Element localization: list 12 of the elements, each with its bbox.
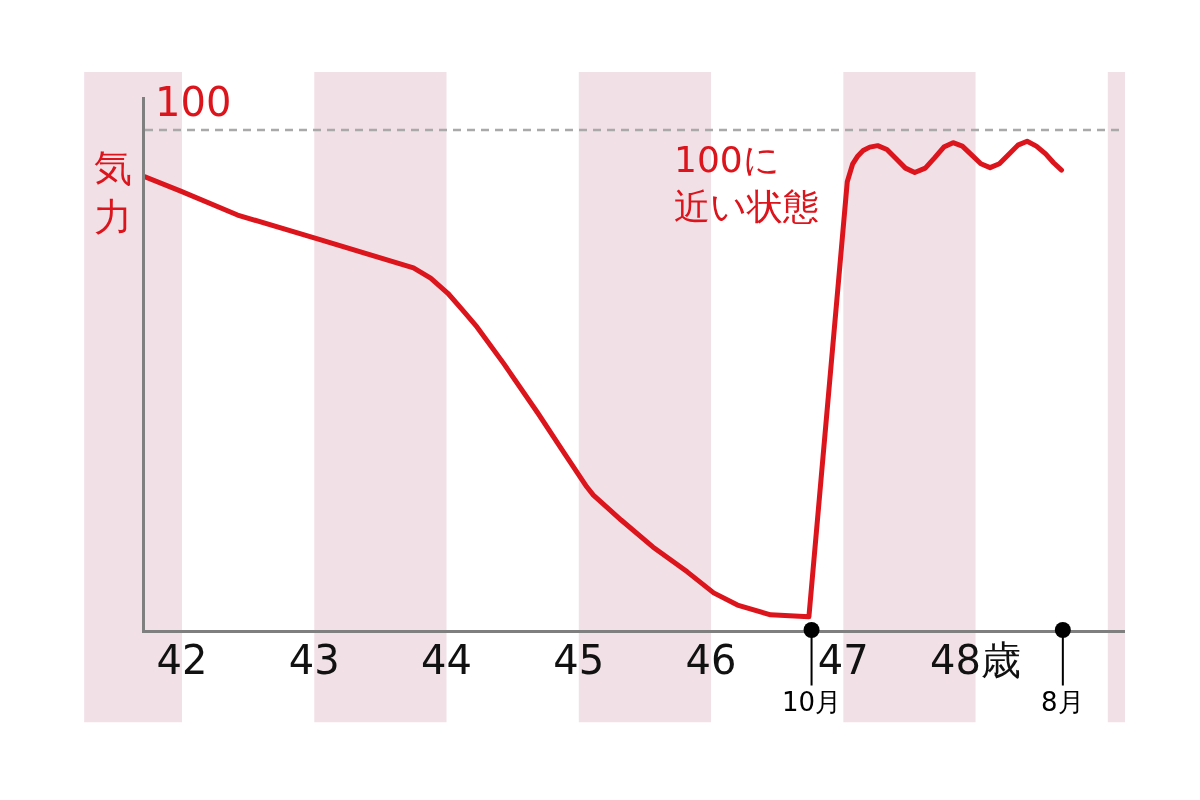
x-tick-label: 44: [421, 637, 472, 683]
annotation: 10月: [782, 687, 842, 717]
x-tick-label: 45: [553, 637, 605, 683]
x-tick-label: 42: [156, 637, 208, 683]
annotation: 8月: [1041, 687, 1084, 717]
x-tick-label: 48歳: [930, 637, 1021, 683]
x-tick-label: 47: [817, 637, 869, 683]
annotation: 100に近い状態: [674, 139, 819, 227]
y-axis-title: 気力: [94, 146, 132, 240]
annotation: 100: [155, 79, 232, 125]
x-tick-label: 46: [685, 637, 737, 683]
x-tick-label: 43: [288, 637, 340, 683]
